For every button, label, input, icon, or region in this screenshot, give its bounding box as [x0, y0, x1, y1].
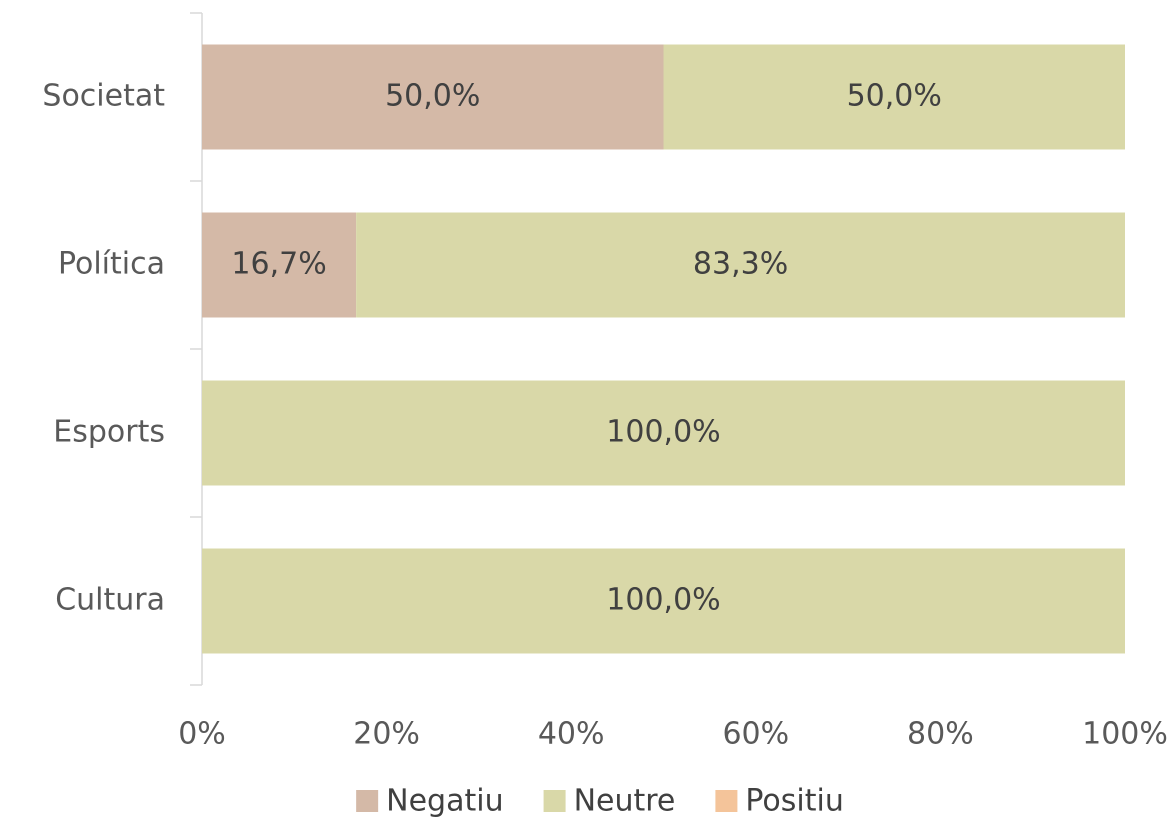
data-label: 50,0% [385, 79, 480, 114]
bar-segment [202, 548, 1125, 654]
x-tick-label: 100% [1082, 717, 1168, 752]
legend-label: Positiu [745, 784, 843, 819]
x-tick-label: 40% [538, 717, 605, 752]
legend-label: Neutre [574, 784, 676, 819]
legend-label: Negatiu [386, 784, 503, 819]
x-tick-label: 60% [722, 717, 789, 752]
bar-segment [356, 212, 1125, 318]
legend-swatch [356, 790, 379, 812]
y-tick-label: Política [58, 247, 165, 282]
data-label: 100,0% [606, 415, 720, 450]
data-label: 16,7% [231, 247, 326, 282]
bar-segment [202, 212, 357, 318]
legend-swatch [715, 790, 738, 812]
x-tick-label: 80% [907, 717, 974, 752]
y-tick-label: Cultura [55, 583, 165, 618]
x-tick-label: 0% [178, 717, 226, 752]
data-label: 83,3% [693, 247, 788, 282]
bar-segment [202, 380, 1125, 486]
bar-segment [663, 44, 1125, 150]
x-tick-label: 20% [353, 717, 420, 752]
data-label: 100,0% [606, 583, 720, 618]
data-label: 50,0% [847, 79, 942, 114]
y-tick-label: Esports [53, 415, 165, 450]
bar-segment [202, 44, 664, 150]
legend-swatch [543, 790, 566, 812]
y-tick-label: Societat [42, 79, 165, 114]
